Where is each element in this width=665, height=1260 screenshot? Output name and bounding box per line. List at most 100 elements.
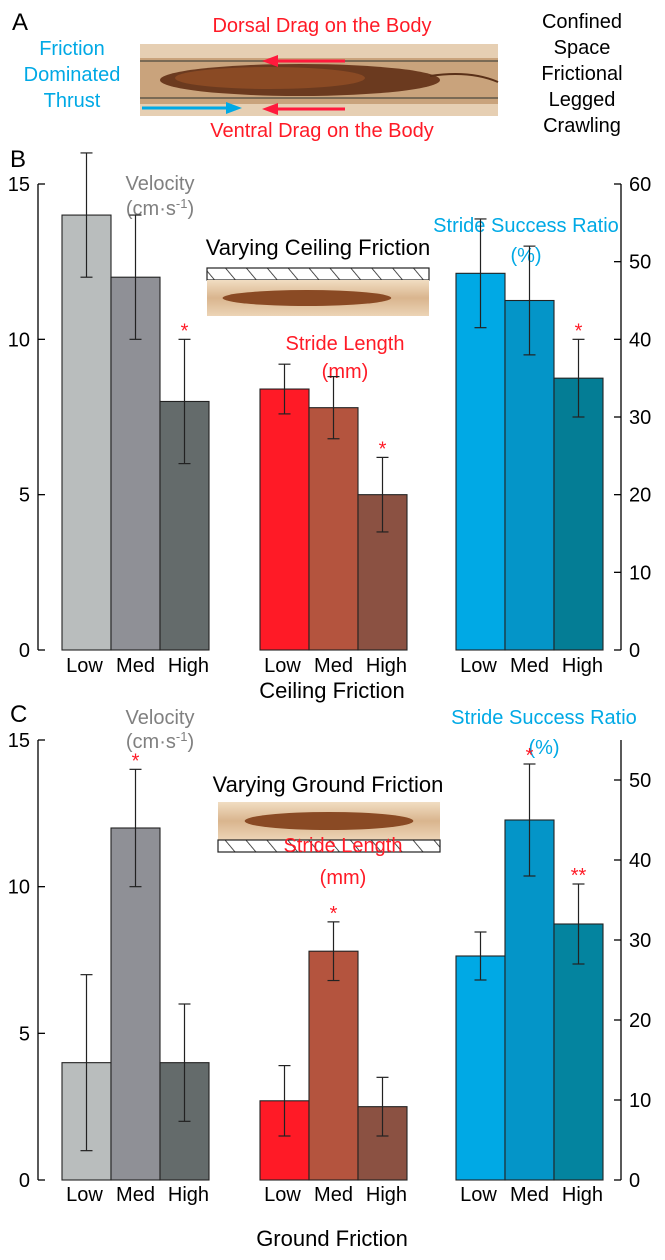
series-title: Velocity	[126, 173, 195, 195]
error-bar	[278, 1064, 291, 1137]
left-tick-label: 5	[19, 485, 30, 507]
right-tick-label: 20	[629, 1010, 651, 1032]
error-bar	[129, 214, 142, 340]
x-axis-label: Ground Friction	[256, 1226, 408, 1251]
category-label: Med	[314, 1184, 353, 1206]
left-tick-label: 15	[8, 730, 30, 752]
series-title: Stride Length	[284, 835, 403, 857]
left-tick-label: 10	[8, 877, 30, 899]
right-tick-label: 40	[629, 850, 651, 872]
right-axis: 0 10 20 30 40 50 60	[614, 174, 651, 662]
significance-star: *	[330, 903, 338, 925]
error-bar	[572, 883, 585, 965]
series-title: Stride Success Ratio	[433, 215, 619, 237]
error-bar	[178, 1003, 191, 1122]
friction-text-line1: Friction	[39, 38, 105, 60]
left-axis: 0 5 10 15	[8, 174, 45, 662]
ventral-drag-label: Ventral Drag on the Body	[210, 120, 433, 142]
error-bar	[474, 931, 487, 981]
error-bar	[278, 363, 291, 415]
dorsal-drag-label: Dorsal Drag on the Body	[212, 15, 431, 37]
series-title: Velocity	[126, 707, 195, 729]
category-label: Med	[510, 1184, 549, 1206]
category-label: High	[562, 1184, 603, 1206]
error-bar	[80, 974, 93, 1152]
error-bar	[327, 921, 340, 982]
significance-star: **	[571, 865, 587, 887]
ventral-arrow	[262, 103, 345, 115]
thrust-arrow	[142, 102, 242, 114]
series-unit: (%)	[510, 245, 541, 267]
dorsal-arrow	[262, 55, 345, 67]
left-axis: 0 5 10 15	[8, 730, 45, 1192]
error-bar	[572, 338, 585, 418]
error-bar	[178, 338, 191, 465]
bar-group-2: Stride Length (mm) Low Med * High	[259, 333, 408, 677]
side-text-line3: Frictional	[541, 63, 622, 85]
error-bar	[376, 456, 389, 533]
error-bar	[523, 763, 536, 877]
series-unit: (%)	[528, 737, 559, 759]
bar-group-3: Stride Success Ratio (%) Low Med * High	[433, 215, 619, 677]
cockroach-photo-inset	[206, 267, 430, 316]
side-text-line5: Crawling	[543, 115, 621, 137]
series-unit: (cm·s-1)	[126, 729, 194, 754]
right-tick-label: 30	[629, 930, 651, 952]
panel-a-label: A	[12, 9, 28, 36]
left-tick-label: 0	[19, 640, 30, 662]
right-tick-label: 60	[629, 174, 651, 196]
category-label: Low	[460, 1184, 497, 1206]
series-unit: (mm)	[322, 361, 369, 383]
bar	[308, 407, 359, 651]
left-tick-label: 15	[8, 174, 30, 196]
error-bar	[129, 768, 142, 888]
category-label: High	[366, 1184, 407, 1206]
chart-title: Varying Ceiling Friction	[206, 235, 431, 260]
category-label: Low	[66, 1184, 103, 1206]
significance-star: *	[575, 320, 583, 342]
bar	[553, 377, 604, 651]
right-tick-label: 0	[629, 640, 640, 662]
bar-group-1: Velocity(cm·s-1) Low Med * High	[61, 152, 210, 677]
left-tick-label: 10	[8, 329, 30, 351]
significance-star: *	[379, 438, 387, 460]
bar-group-1: Velocity(cm·s-1) Low * Med High	[61, 707, 210, 1206]
series-title: Stride Length	[286, 333, 405, 355]
cockroach-photo-inset	[217, 802, 441, 853]
cockroach-photo-a	[140, 44, 499, 116]
bar	[61, 214, 112, 651]
bar	[357, 1106, 408, 1181]
panel-b-label: B	[10, 146, 26, 173]
friction-text-line3: Thrust	[44, 90, 101, 112]
bar	[553, 923, 604, 1181]
right-axis: 0 10 20 30 40 50	[614, 740, 651, 1192]
bar	[259, 388, 310, 651]
friction-text-line2: Dominated	[24, 64, 121, 86]
right-tick-label: 40	[629, 329, 651, 351]
right-tick-label: 20	[629, 485, 651, 507]
significance-star: *	[526, 745, 534, 767]
error-bar	[376, 1076, 389, 1137]
category-label: High	[366, 655, 407, 677]
significance-star: *	[181, 320, 189, 342]
side-text-line2: Space	[554, 37, 611, 59]
category-label: Med	[116, 1184, 155, 1206]
category-label: High	[168, 1184, 209, 1206]
x-axis-label: Ceiling Friction	[259, 678, 405, 703]
error-bar	[80, 152, 93, 278]
series-unit: (mm)	[320, 867, 367, 889]
category-label: Low	[460, 655, 497, 677]
side-text-line1: Confined	[542, 11, 622, 33]
bar-group-2: Stride Length (mm) Low * Med High	[259, 835, 408, 1206]
panel-a: A Friction Dominated Thrust Dorsal Drag …	[12, 9, 623, 142]
right-tick-label: 50	[629, 252, 651, 274]
panel-c-label: C	[10, 701, 27, 728]
bar	[308, 950, 359, 1181]
category-label: Low	[264, 1184, 301, 1206]
category-label: High	[562, 655, 603, 677]
error-bar	[327, 376, 340, 440]
right-tick-label: 10	[629, 562, 651, 584]
series-title: Stride Success Ratio	[451, 707, 637, 729]
error-bar	[474, 218, 487, 329]
